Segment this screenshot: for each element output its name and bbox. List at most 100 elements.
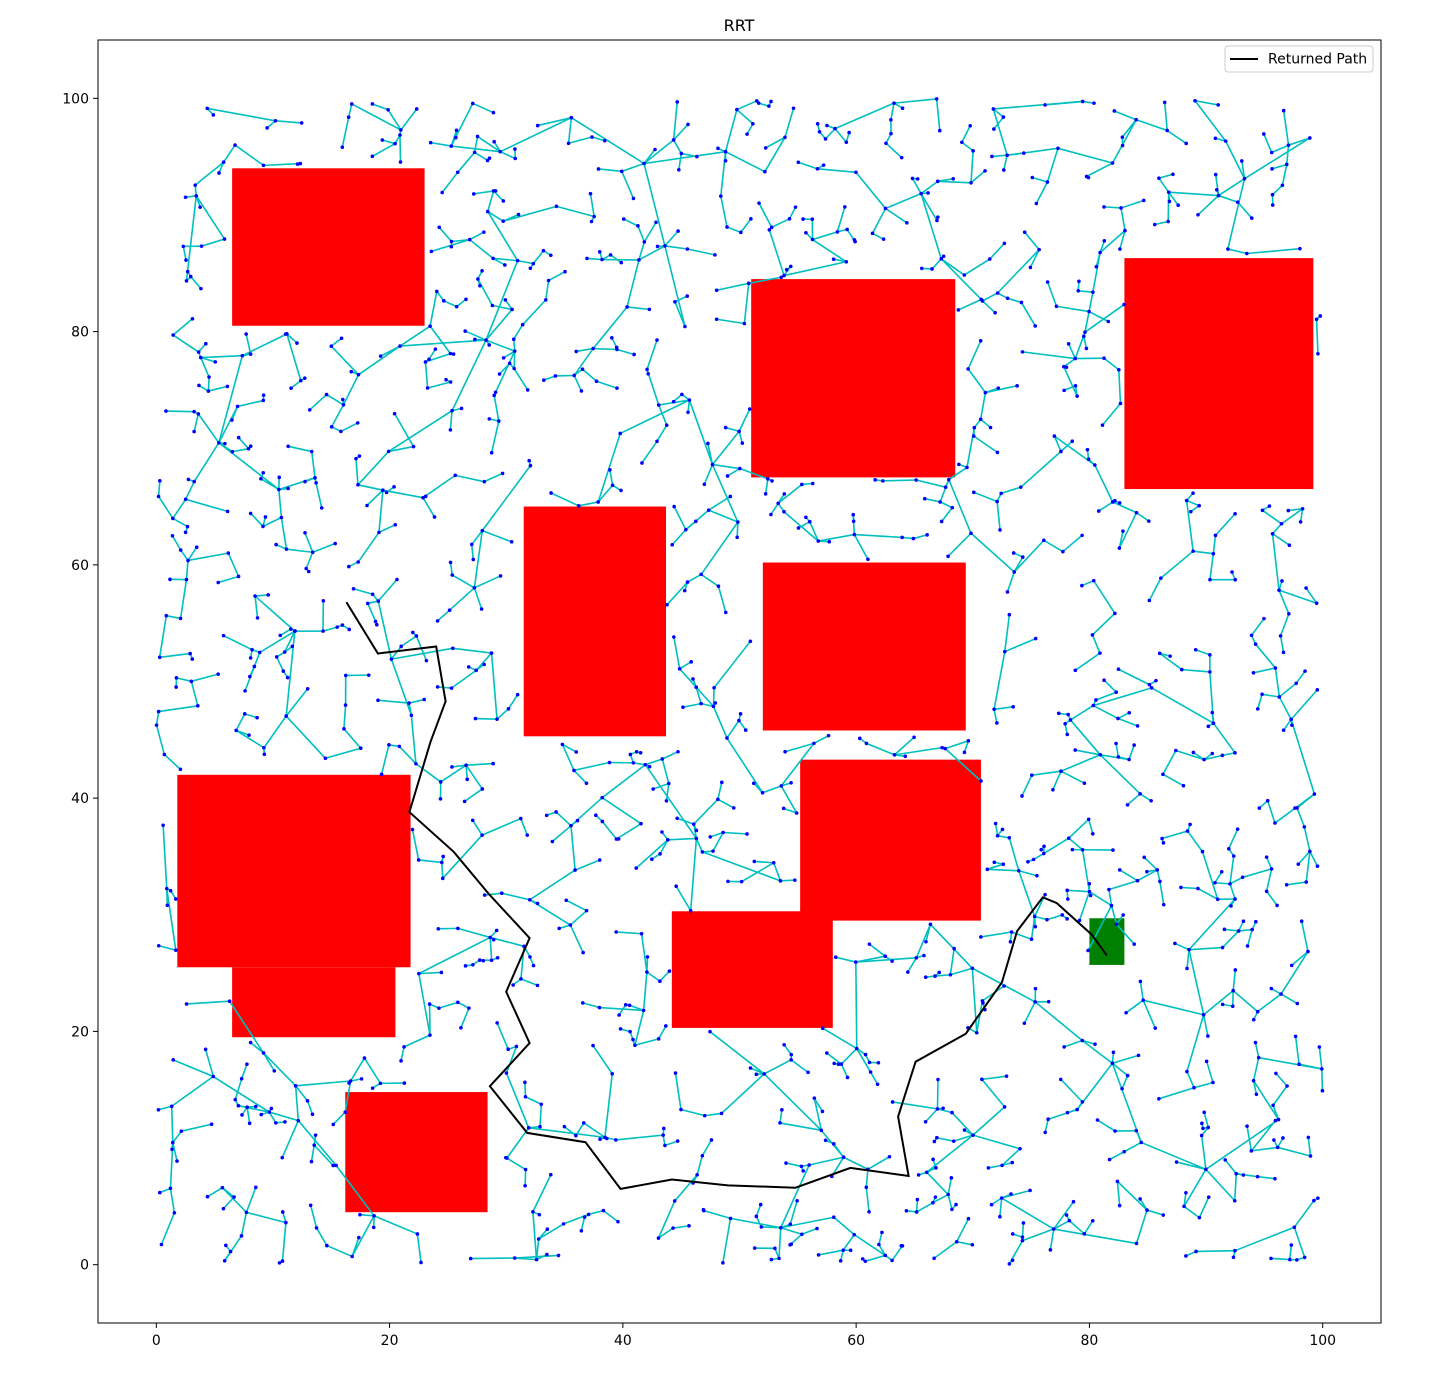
tree-node [914, 1210, 919, 1214]
tree-edge [382, 139, 396, 145]
tree-edge [460, 1007, 470, 1029]
tree-node [303, 479, 307, 484]
tree-edge [739, 467, 769, 480]
tree-edge [259, 630, 296, 654]
tree-node [371, 1225, 376, 1230]
tree-node [596, 500, 600, 504]
tree-edge [351, 1237, 360, 1257]
tree-node [549, 253, 553, 258]
tree-node [440, 876, 445, 881]
tree-node [1059, 769, 1063, 774]
tree-node [852, 1232, 857, 1237]
tree-node [277, 1261, 282, 1265]
tree-node [378, 1081, 383, 1086]
tree-node [854, 960, 858, 964]
tree-node [950, 1207, 954, 1212]
tree-node [204, 341, 208, 346]
tree-node [1042, 538, 1046, 543]
tree-node [158, 478, 162, 483]
tree-node [1141, 198, 1146, 203]
tree-edge [1003, 614, 1011, 652]
series-returned-path-line [345, 601, 1108, 1190]
tree-edge [1252, 1080, 1280, 1121]
tree-node [1046, 999, 1051, 1004]
tree-edge [940, 258, 982, 301]
tree-node [398, 160, 403, 164]
tree-node [554, 204, 559, 209]
tree-edge [616, 931, 642, 935]
tree-edge [1082, 1039, 1096, 1045]
tree-node [236, 1103, 241, 1108]
tree-edge [504, 299, 513, 310]
tree-node [1255, 707, 1260, 711]
tree-edge [232, 447, 249, 453]
tree-node [476, 277, 480, 281]
tree-edge [393, 413, 415, 447]
tree-edge [894, 746, 943, 756]
tree-node [227, 999, 232, 1004]
tree-node [484, 338, 488, 342]
tree-edge [1024, 231, 1040, 251]
tree-node [1249, 1149, 1254, 1153]
tree-node [1073, 356, 1078, 361]
tree-node [159, 1242, 164, 1247]
tree-node [1260, 508, 1265, 513]
tree-edge [1067, 889, 1090, 893]
tree-edge [780, 1216, 834, 1229]
tree-node [1168, 654, 1172, 658]
tree-node [351, 586, 356, 591]
tree-edge [398, 745, 417, 765]
tree-edge [473, 136, 479, 153]
tree-node [263, 515, 268, 519]
tree-node [723, 149, 728, 154]
tree-edge [390, 658, 413, 716]
tree-node [784, 1161, 788, 1165]
tree-node [1206, 1034, 1210, 1038]
tree-edge [893, 98, 937, 104]
tree-edge [824, 128, 836, 140]
tree-node [232, 1195, 236, 1199]
tree-edge [388, 410, 453, 453]
tree-node [992, 127, 996, 131]
tree-edge [165, 888, 169, 906]
tree-edge [790, 1059, 809, 1073]
tree-edge [712, 463, 740, 470]
tree-node [1273, 821, 1277, 825]
tree-node [702, 1113, 707, 1118]
tree-edge [457, 927, 491, 939]
tree-node [810, 217, 815, 222]
tree-edge [332, 1111, 346, 1126]
tree-node [312, 1143, 316, 1147]
tree-node [196, 704, 200, 708]
tree-node [600, 257, 604, 262]
tree-edge [911, 178, 922, 195]
tree-edge [246, 1211, 287, 1224]
tree-edge [1293, 1226, 1306, 1258]
tree-edge [885, 207, 908, 224]
tree-node [435, 685, 440, 689]
tree-edge [505, 1046, 518, 1074]
tree-node [1230, 1004, 1235, 1009]
tree-node [1071, 1199, 1076, 1204]
tree-edge [400, 635, 417, 648]
tree-edge [695, 686, 702, 704]
tree-node [240, 353, 245, 358]
tree-edge [1057, 147, 1113, 164]
tree-node [1302, 825, 1307, 829]
tree-edge [1290, 689, 1318, 720]
tree-node [1300, 506, 1305, 511]
tree-edge [935, 98, 941, 131]
tree-node [1007, 612, 1012, 617]
tree-edge [1286, 881, 1307, 886]
tree-edge [597, 433, 621, 503]
tree-node [196, 412, 201, 416]
tree-edge [532, 1174, 552, 1213]
tree-node [473, 716, 478, 721]
tree-node [1167, 199, 1172, 204]
tree-node [289, 627, 293, 631]
tree-edge [269, 1111, 299, 1122]
tree-node [453, 473, 458, 478]
tree-node [1034, 201, 1039, 206]
tree-node [1306, 1135, 1311, 1140]
tree-node [1265, 798, 1270, 803]
